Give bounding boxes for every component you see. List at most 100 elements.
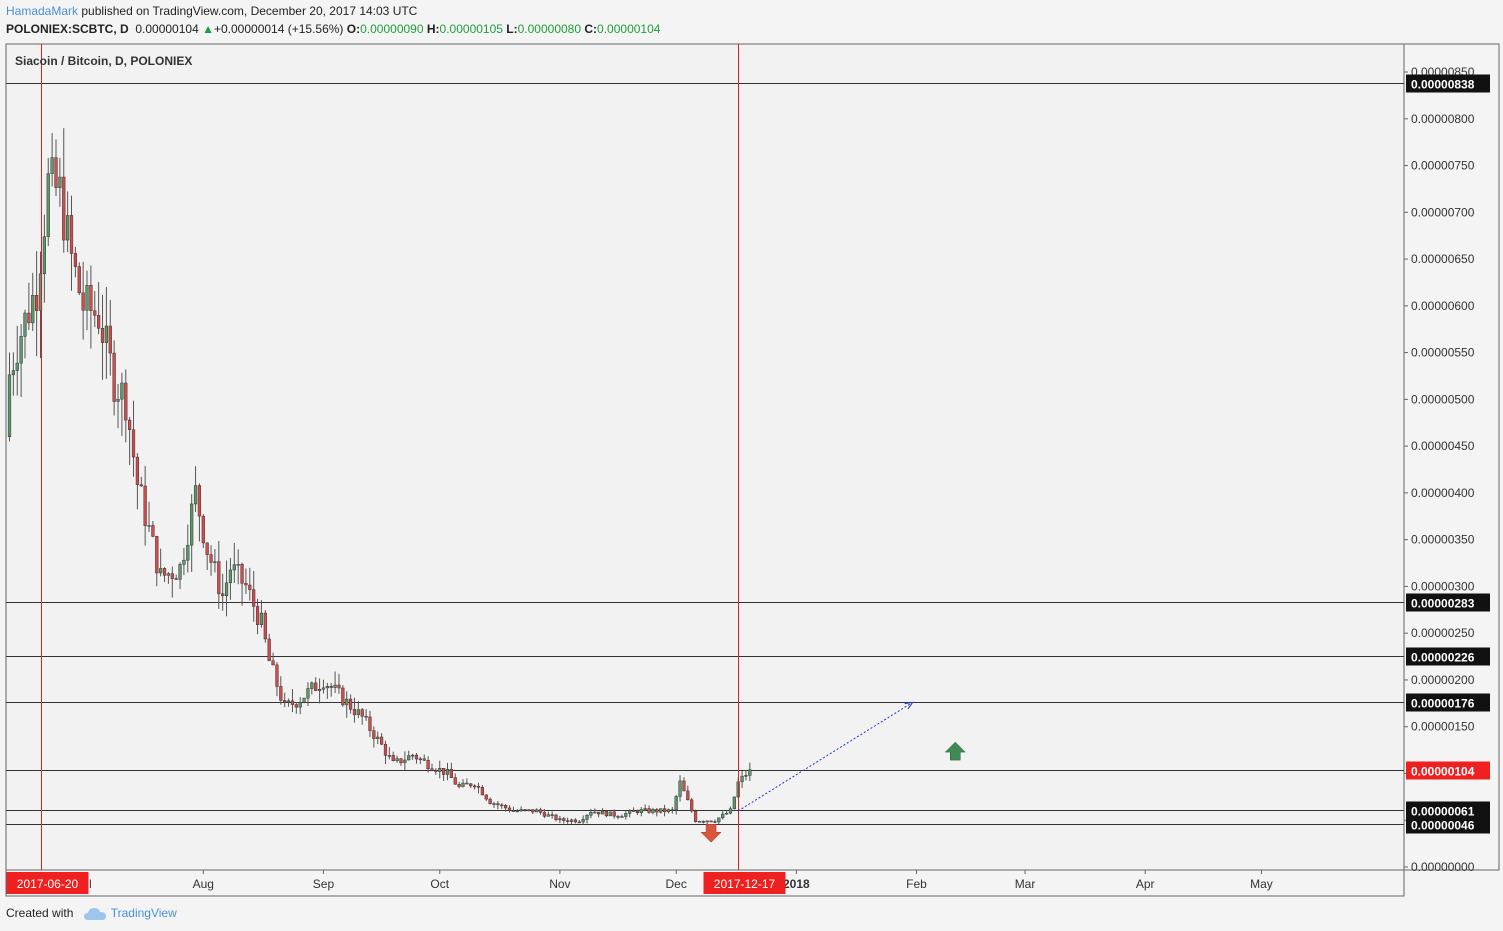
candle-down[interactable]	[131, 429, 136, 458]
candle-down[interactable]	[54, 157, 58, 188]
candle-up[interactable]	[317, 688, 322, 691]
candle-down[interactable]	[414, 754, 419, 760]
candle-up[interactable]	[678, 780, 682, 797]
candle-down[interactable]	[267, 638, 271, 661]
author-link[interactable]: HamadaMark	[6, 4, 79, 18]
candle-down[interactable]	[69, 215, 74, 254]
candle-up[interactable]	[310, 682, 314, 689]
candle-down[interactable]	[604, 810, 609, 817]
candle-up[interactable]	[515, 810, 519, 813]
candle-down[interactable]	[205, 542, 209, 555]
candle-down[interactable]	[290, 700, 295, 705]
candle-down[interactable]	[329, 685, 333, 688]
candle-up[interactable]	[674, 796, 678, 811]
candle-down[interactable]	[314, 682, 318, 691]
candle-down[interactable]	[682, 780, 686, 792]
candle-down[interactable]	[387, 755, 391, 757]
candle-down[interactable]	[434, 770, 438, 772]
candle-up[interactable]	[259, 612, 264, 625]
candle-up[interactable]	[643, 808, 647, 810]
candle-down[interactable]	[426, 760, 430, 769]
candle-up[interactable]	[569, 819, 574, 822]
candle-up[interactable]	[46, 173, 50, 237]
candle-down[interactable]	[701, 821, 705, 823]
candle-up[interactable]	[333, 684, 337, 688]
candle-down[interactable]	[442, 767, 446, 775]
candle-up[interactable]	[407, 755, 411, 761]
candle-down[interactable]	[73, 253, 77, 267]
candle-up[interactable]	[376, 736, 380, 739]
candle-up[interactable]	[298, 702, 302, 708]
candle-up[interactable]	[213, 561, 217, 563]
candle-down[interactable]	[124, 382, 128, 421]
candle-down[interactable]	[383, 743, 388, 756]
candle-up[interactable]	[527, 809, 531, 811]
candle-up[interactable]	[461, 782, 465, 787]
candle-up[interactable]	[659, 808, 663, 813]
candle-up[interactable]	[178, 564, 182, 580]
candle-up[interactable]	[697, 821, 702, 823]
candle-down[interactable]	[89, 285, 93, 311]
candle-down[interactable]	[244, 583, 248, 586]
candle-down[interactable]	[635, 810, 640, 814]
candle-up[interactable]	[585, 814, 589, 820]
candle-down[interactable]	[616, 815, 620, 818]
candle-down[interactable]	[201, 515, 205, 544]
candle-up[interactable]	[717, 817, 721, 823]
candle-down[interactable]	[337, 684, 341, 689]
candle-up[interactable]	[411, 754, 415, 757]
candle-down[interactable]	[647, 808, 651, 813]
candle-up[interactable]	[492, 803, 496, 805]
candle-up[interactable]	[58, 176, 62, 188]
candle-up[interactable]	[306, 688, 310, 699]
candle-up[interactable]	[345, 698, 349, 706]
candle-up[interactable]	[236, 564, 240, 566]
candle-down[interactable]	[573, 819, 578, 823]
candle-down[interactable]	[562, 818, 566, 821]
candle-down[interactable]	[566, 820, 570, 822]
candle-up[interactable]	[31, 294, 35, 324]
candle-down[interactable]	[35, 294, 39, 311]
candle-up[interactable]	[116, 398, 120, 402]
candle-down[interactable]	[197, 485, 202, 517]
candle-down[interactable]	[523, 809, 527, 811]
candle-down[interactable]	[690, 799, 694, 812]
candle-up[interactable]	[166, 573, 171, 576]
candle-down[interactable]	[531, 809, 535, 813]
candle-up[interactable]	[182, 559, 186, 565]
candle-down[interactable]	[217, 561, 221, 594]
candle-down[interactable]	[93, 310, 97, 316]
candle-up[interactable]	[600, 810, 605, 815]
candle-up[interactable]	[302, 697, 306, 703]
candle-up[interactable]	[11, 370, 15, 376]
candle-up[interactable]	[748, 769, 752, 776]
candle-down[interactable]	[538, 809, 543, 813]
candle-down[interactable]	[252, 589, 256, 607]
candle-up[interactable]	[50, 157, 54, 174]
candle-down[interactable]	[457, 784, 461, 787]
candle-down[interactable]	[364, 715, 368, 718]
candle-up[interactable]	[624, 813, 628, 817]
candle-down[interactable]	[507, 807, 512, 811]
candle-up[interactable]	[286, 700, 291, 703]
candle-down[interactable]	[662, 808, 667, 813]
candle-up[interactable]	[593, 811, 597, 814]
candle-down[interactable]	[62, 176, 66, 241]
candle-down[interactable]	[174, 578, 178, 580]
candle-down[interactable]	[670, 809, 674, 811]
candle-down[interactable]	[554, 814, 558, 821]
candle-down[interactable]	[77, 266, 81, 294]
candle-up[interactable]	[159, 568, 163, 574]
candle-up[interactable]	[724, 812, 729, 815]
candle-down[interactable]	[476, 785, 481, 788]
candle-up[interactable]	[120, 382, 124, 400]
candle-up[interactable]	[186, 544, 190, 561]
candle-down[interactable]	[484, 794, 488, 800]
candle-down[interactable]	[221, 593, 225, 597]
candle-down[interactable]	[348, 698, 353, 710]
candle-down[interactable]	[391, 755, 395, 761]
candle-down[interactable]	[108, 325, 112, 354]
candle-down[interactable]	[473, 785, 477, 788]
candle-down[interactable]	[112, 352, 116, 402]
candle-down[interactable]	[372, 730, 376, 739]
